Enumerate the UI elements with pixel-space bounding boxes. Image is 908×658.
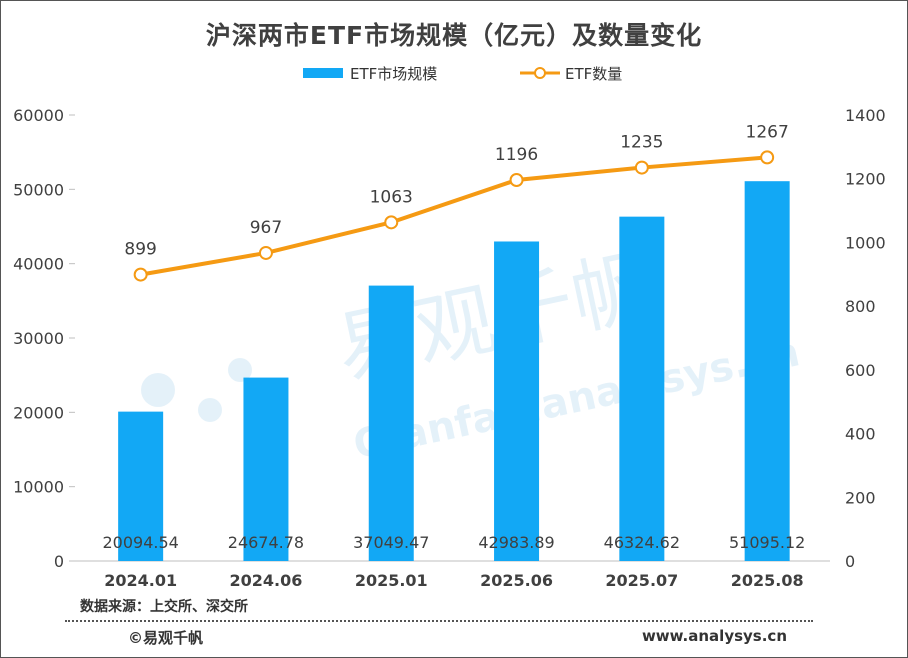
- data-source-note: 数据来源：上交所、深交所: [80, 599, 248, 615]
- watermark-logo-node: [141, 373, 175, 407]
- line-value-label: 1196: [495, 145, 538, 165]
- x-tick-label: 2024.06: [230, 571, 303, 590]
- x-tick-label: 2025.08: [731, 571, 804, 590]
- line-value-label: 1063: [370, 187, 413, 207]
- left-tick-label: 10000: [13, 478, 64, 497]
- site-url: www.analysys.cn: [641, 627, 787, 645]
- line-value-label: 967: [250, 218, 282, 238]
- legend: ETF市场规模 ETF数量: [0, 62, 908, 86]
- legend-bar-swatch: [303, 68, 343, 78]
- left-tick-label: 40000: [13, 255, 64, 274]
- bar-2024.01: [118, 411, 164, 561]
- bar-2025.08: [744, 181, 790, 562]
- brand-copyright: ©易观千帆: [128, 629, 204, 647]
- chart-title: 沪深两市ETF市场规模（亿元）及数量变化: [205, 21, 703, 50]
- bar-value-label: 51095.12: [729, 533, 805, 552]
- bar-2025.06: [494, 241, 540, 561]
- bar-2024.06: [243, 377, 289, 561]
- bar-value-labels: 20094.54 24674.78 37049.47 42983.89 46324.62…: [102, 533, 805, 552]
- bar-value-label: 20094.54: [102, 533, 178, 552]
- right-axis: 0 200 400 600 800 1000 1200 1400: [845, 106, 886, 571]
- left-axis: 0 10000 20000 30000 40000 50000 60000: [13, 106, 75, 571]
- x-tick-label: 2025.06: [480, 571, 553, 590]
- x-axis-labels: 2024.01 2024.06 2025.01 2025.06 2025.07 2025.…: [104, 571, 803, 590]
- line-value-label: 1235: [620, 133, 663, 153]
- right-tick-label: 200: [845, 488, 876, 507]
- x-tick-label: 2024.01: [104, 571, 177, 590]
- bar-2025.01: [368, 285, 414, 561]
- line-point-2025.06: [509, 172, 524, 187]
- line-point-2024.06: [258, 245, 273, 260]
- legend-line-label: ETF数量: [565, 65, 623, 83]
- bar-series: [118, 181, 790, 562]
- x-tick-label: 2025.07: [605, 571, 678, 590]
- bar-value-label: 42983.89: [478, 533, 554, 552]
- right-tick-label: 1200: [845, 170, 886, 189]
- right-tick-label: 1000: [845, 233, 886, 252]
- line-point-2025.08: [760, 150, 775, 165]
- bar-2025.07: [619, 216, 665, 561]
- legend-bar-label: ETF市场规模: [350, 65, 438, 83]
- right-tick-label: 0: [845, 552, 855, 571]
- left-tick-label: 20000: [13, 403, 64, 422]
- bar-value-label: 37049.47: [353, 533, 429, 552]
- line-point-2024.01: [133, 267, 148, 282]
- right-tick-label: 600: [845, 361, 876, 380]
- right-tick-label: 400: [845, 425, 876, 444]
- line-point-2025.01: [384, 215, 399, 230]
- line-value-label: 1267: [746, 122, 789, 142]
- footer-divider: [65, 620, 813, 622]
- line-path: [140, 155, 768, 277]
- right-tick-label: 1400: [845, 106, 886, 125]
- left-tick-label: 30000: [13, 329, 64, 348]
- watermark-logo-node: [228, 358, 252, 382]
- left-tick-label: 50000: [13, 180, 64, 199]
- legend-line-swatch: [520, 67, 560, 79]
- x-tick-label: 2025.01: [355, 571, 428, 590]
- line-value-label: 899: [124, 240, 156, 260]
- left-tick-label: 0: [54, 552, 64, 571]
- right-tick-label: 800: [845, 297, 876, 316]
- line-point-2025.07: [634, 160, 649, 175]
- bar-value-label: 24674.78: [228, 533, 304, 552]
- bar-value-label: 46324.62: [604, 533, 680, 552]
- watermark-logo-node: [198, 398, 222, 422]
- left-tick-label: 60000: [13, 106, 64, 125]
- line-series: [133, 150, 775, 282]
- line-value-labels: 899 967 1063 1196 1235 1267: [124, 122, 788, 259]
- watermark: 易观千帆 Qianfan.analysys.cn: [141, 239, 804, 469]
